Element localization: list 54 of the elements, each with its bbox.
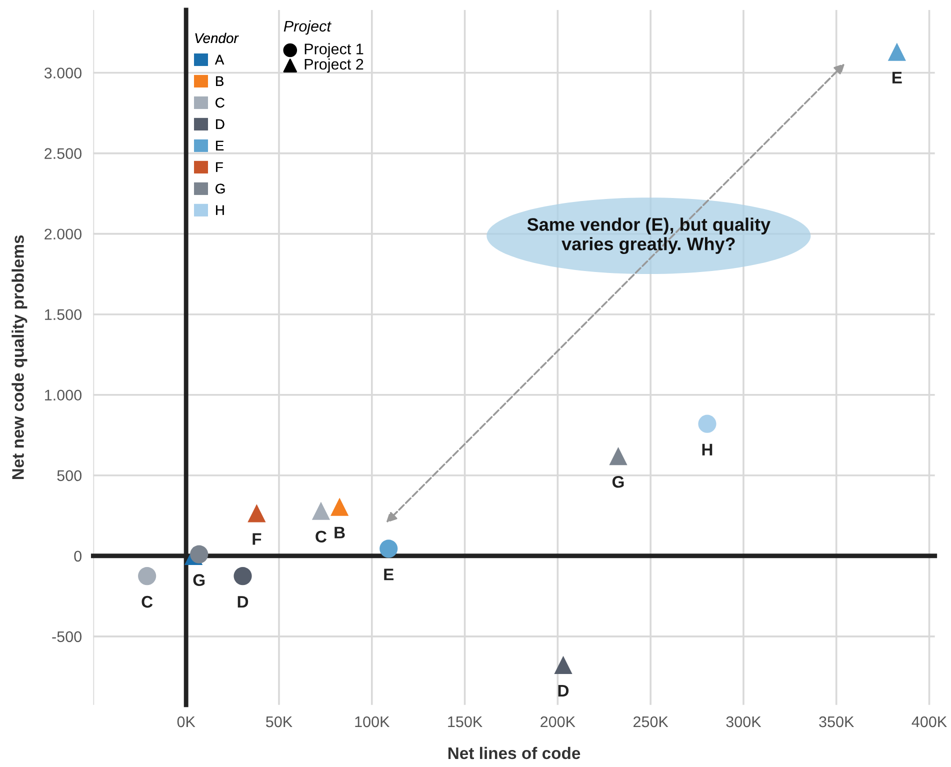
- data-label: F: [252, 533, 262, 545]
- point: [888, 42, 906, 61]
- legend-label: B: [216, 76, 224, 86]
- legend-label: D: [216, 119, 224, 129]
- y-tick-label: 500: [57, 470, 82, 482]
- point: [138, 566, 156, 586]
- data-label: C: [142, 596, 153, 608]
- y-tick-label: 1.000: [45, 390, 82, 401]
- y-axis-title: Net new code quality problems: [12, 235, 28, 480]
- point: [248, 504, 266, 522]
- data-label: C: [316, 530, 327, 542]
- y-tick-label: 2.500: [44, 148, 82, 159]
- x-tick-label: 350K: [819, 716, 854, 728]
- point: [234, 566, 252, 586]
- data-label: G: [612, 476, 624, 488]
- x-axis-title: Net lines of code: [448, 746, 580, 760]
- y-tick-label: 3.000: [44, 68, 82, 78]
- text: Vendor: [195, 32, 239, 44]
- x-tick-label: 50K: [266, 716, 292, 728]
- legend-label: G: [216, 184, 225, 194]
- point: [330, 498, 349, 516]
- x-tick-label: 200K: [540, 716, 576, 728]
- legend-label: A: [214, 54, 224, 64]
- point: [190, 545, 208, 564]
- x-tick-label: 400K: [912, 716, 947, 728]
- y-tick-label: 2.000: [44, 228, 82, 240]
- data-label: D: [238, 596, 248, 608]
- legend-label: C: [216, 98, 224, 108]
- data-label: D: [558, 684, 569, 696]
- annotation: Project 2: [304, 58, 364, 73]
- annotation: Project 1: [304, 43, 364, 58]
- data-label: G: [193, 574, 205, 586]
- point: [554, 656, 572, 674]
- y-tick-label: 0: [74, 550, 82, 562]
- x-tick-label: 150K: [448, 716, 482, 728]
- data-label: H: [702, 444, 712, 456]
- data-label: E: [892, 72, 902, 84]
- data-label: E: [384, 568, 394, 580]
- point: [609, 447, 628, 466]
- y-tick-label: -500: [52, 631, 82, 642]
- x-tick-label: 250K: [634, 716, 668, 728]
- x-tick-label: 100K: [355, 716, 390, 728]
- annotation: Same vendor (E), but quality varies greatly. Why?: [527, 218, 770, 254]
- legend-label: F: [216, 162, 223, 172]
- point: [698, 414, 716, 433]
- legend-label: H: [216, 205, 224, 215]
- legend-label: E: [216, 140, 224, 150]
- x-tick-label: 300K: [726, 716, 762, 728]
- text: Project: [284, 20, 332, 35]
- data-label: B: [334, 526, 345, 538]
- y-tick-label: 1.500: [45, 309, 82, 320]
- x-tick-label: 0K: [177, 716, 196, 728]
- point: [312, 502, 330, 520]
- point: [380, 540, 398, 558]
